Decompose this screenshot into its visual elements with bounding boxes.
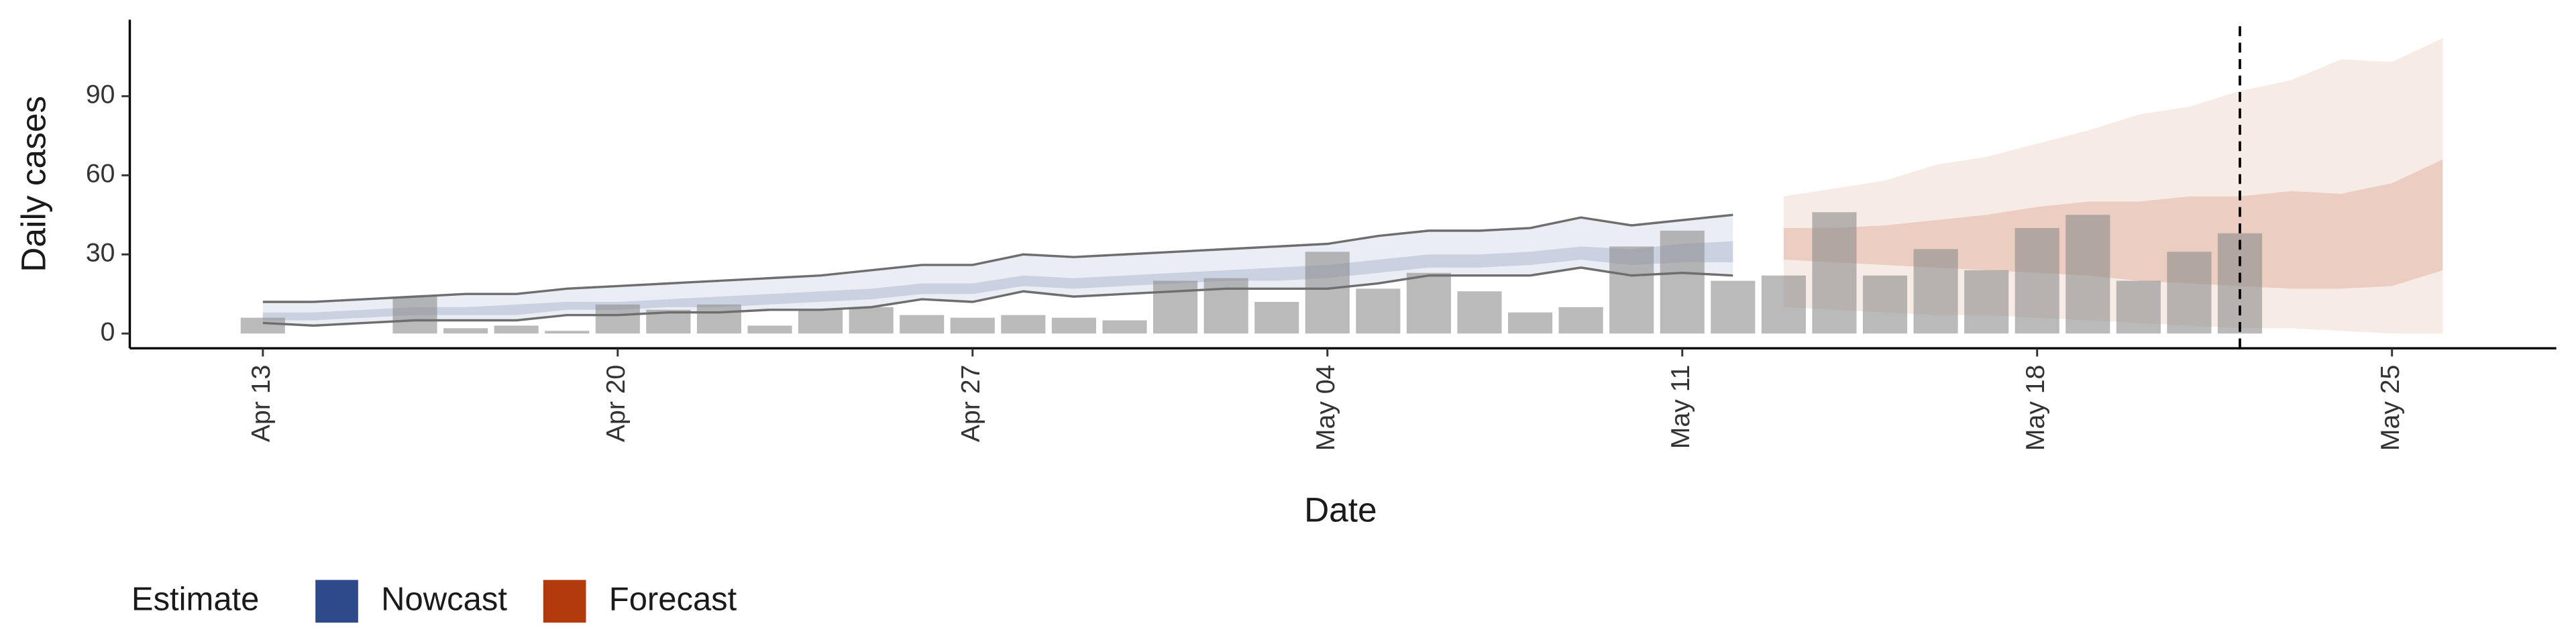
bar	[2065, 215, 2110, 334]
y-tick-label: 30	[86, 239, 115, 268]
bar	[950, 317, 995, 334]
bound-line	[262, 213, 1733, 303]
bar	[2015, 227, 2059, 334]
y-tick-label: 90	[86, 80, 115, 109]
x-tick-label: May 11	[1666, 365, 1695, 449]
legend-label: Nowcast	[381, 581, 507, 617]
y-tick-label: 0	[101, 318, 115, 347]
bar	[1356, 288, 1401, 334]
y-axis-title: Daily cases	[13, 96, 52, 272]
bar	[900, 315, 945, 334]
bar	[1558, 307, 1603, 334]
bars	[240, 212, 2263, 334]
bar	[1001, 315, 1046, 334]
x-tick-label: May 25	[2376, 365, 2405, 451]
bar	[1507, 312, 1553, 334]
bar	[1305, 252, 1350, 334]
bar	[392, 297, 437, 334]
bar	[1964, 270, 2009, 334]
bar	[1913, 249, 1958, 334]
bar	[1609, 246, 1654, 334]
bar	[1406, 272, 1451, 334]
x-tick-label: May 04	[1311, 365, 1340, 451]
legend-swatch	[315, 580, 358, 623]
bar	[1457, 291, 1502, 334]
legend-title: Estimate	[131, 581, 260, 617]
bar	[1153, 280, 1198, 334]
x-axis-title: Date	[1304, 490, 1377, 529]
bar	[443, 328, 488, 334]
bar	[545, 331, 590, 334]
y-tick-label: 60	[86, 160, 115, 189]
bar	[240, 317, 285, 334]
band-upper90	[262, 215, 1733, 326]
legend: Nowcast Forecast	[315, 580, 737, 623]
bar	[1254, 301, 1299, 334]
bar	[595, 304, 640, 334]
legend-swatch	[543, 580, 586, 623]
bar	[2167, 252, 2212, 334]
bar	[696, 304, 742, 334]
bar	[1660, 230, 1705, 334]
bar	[1711, 280, 1756, 334]
bar	[1862, 275, 1908, 334]
bar	[849, 307, 894, 334]
x-tick-label: Apr 20	[602, 365, 631, 442]
bar	[2116, 280, 2161, 334]
bar	[1102, 320, 1147, 334]
overlay	[262, 26, 2241, 349]
x-tick-label: May 18	[2021, 365, 2050, 451]
bar	[1051, 317, 1096, 334]
bar	[2217, 233, 2263, 334]
legend-label: Forecast	[609, 581, 737, 617]
bar	[1203, 278, 1248, 334]
x-tick-label: Apr 27	[957, 365, 985, 442]
bound-line	[262, 266, 1733, 327]
bar	[1812, 212, 1857, 334]
band-upper50	[262, 241, 1733, 321]
bands	[262, 38, 2443, 334]
x-tick-label: Apr 13	[247, 365, 276, 442]
bar	[747, 325, 792, 334]
bar	[798, 309, 843, 334]
bar	[1761, 275, 1806, 334]
bar	[494, 325, 539, 334]
